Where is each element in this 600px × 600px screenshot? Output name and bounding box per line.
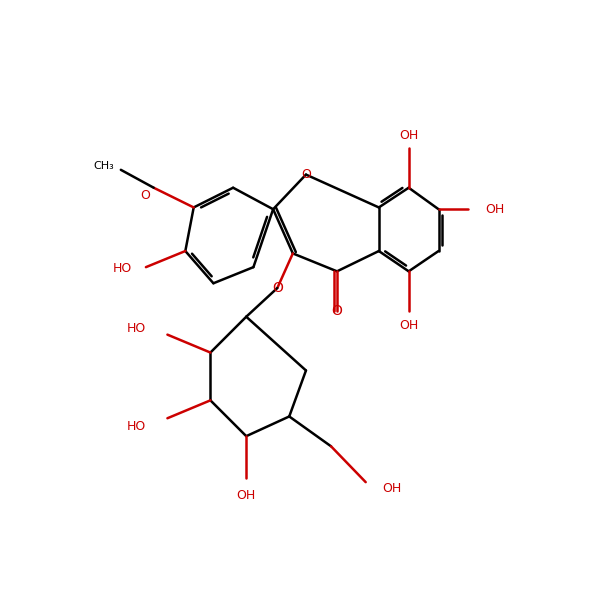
Text: HO: HO [112,262,131,275]
Text: O: O [332,304,343,318]
Text: O: O [140,189,149,202]
Text: OH: OH [382,482,401,494]
Text: OH: OH [399,319,418,332]
Text: CH₃: CH₃ [94,161,115,170]
Text: O: O [272,281,283,295]
Text: O: O [301,168,311,181]
Text: OH: OH [485,203,505,216]
Text: HO: HO [127,420,146,433]
Text: HO: HO [127,322,146,335]
Text: OH: OH [236,490,256,502]
Text: OH: OH [399,129,418,142]
